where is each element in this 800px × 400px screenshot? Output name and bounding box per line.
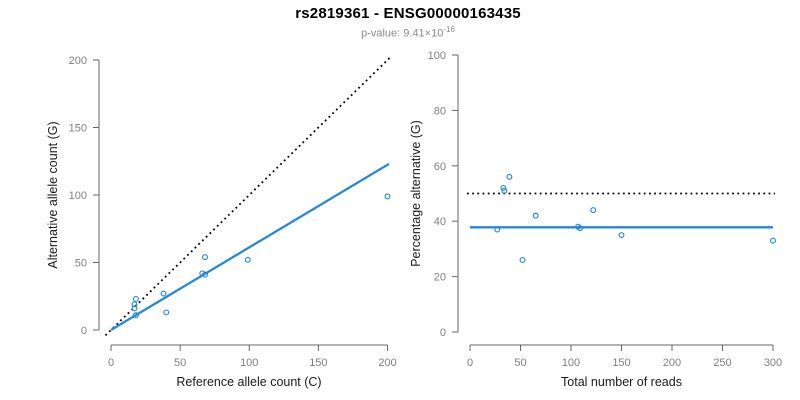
x-tick-label: 50: [174, 357, 186, 369]
x-tick-label: 150: [309, 357, 327, 369]
y-tick-label: 100: [69, 190, 87, 202]
right-plot: 0 20 40 60 80 100 0 50 100 150 200 250 300 Total numb…: [409, 50, 782, 389]
x-tick-label: 300: [764, 357, 782, 369]
data-point: [501, 187, 508, 194]
y-tick-label: 150: [69, 123, 87, 135]
data-point: [618, 232, 625, 239]
x-tick-label: 150: [612, 357, 630, 369]
x-tick-label: 0: [108, 357, 114, 369]
x-axis-title: Reference allele count (C): [176, 375, 321, 389]
y-tick-label: 20: [434, 272, 446, 284]
y-tick-label: 100: [428, 50, 446, 62]
data-point: [131, 305, 138, 312]
x-axis-title: Total number of reads: [561, 375, 682, 389]
figure-header: rs2819361 - ENSG00000163435 p-value: 9.4…: [295, 5, 521, 40]
data-point: [506, 173, 513, 180]
data-point: [590, 207, 597, 214]
p-value-subtitle: p-value: 9.41×10-16: [295, 25, 521, 40]
data-point: [519, 257, 526, 263]
data-point: [132, 295, 139, 302]
y-tick-label: 200: [69, 55, 87, 67]
identity-line: [104, 55, 393, 337]
y-tick-label: 0: [81, 325, 87, 337]
y-tick-label: 80: [434, 105, 446, 117]
y-axis-title: Alternative allele count (G): [46, 121, 60, 268]
p-value-text: p-value: 9.41×10: [361, 27, 444, 40]
x-tick-label: 250: [713, 357, 731, 369]
data-point: [131, 301, 138, 308]
data-point: [163, 309, 170, 316]
data-point: [500, 184, 507, 191]
data-point: [202, 254, 208, 261]
data-point: [132, 312, 139, 319]
y-tick-label: 0: [440, 327, 446, 339]
data-point: [160, 290, 167, 297]
data-point: [770, 237, 776, 244]
regression-line: [110, 162, 390, 331]
data-point: [532, 212, 539, 219]
data-point: [577, 225, 584, 232]
page-title: rs2819361 - ENSG00000163435: [295, 5, 521, 22]
y-tick-label: 60: [434, 161, 446, 173]
x-tick-label: 100: [240, 357, 258, 369]
x-tick-label: 200: [663, 357, 681, 369]
data-point: [494, 226, 501, 233]
data-point: [384, 193, 391, 200]
data-point: [202, 271, 208, 278]
data-point: [244, 256, 251, 263]
x-tick-label: 0: [467, 357, 473, 369]
p-value-exponent: -16: [443, 25, 455, 34]
x-tick-label: 50: [514, 357, 526, 369]
y-axis-title: Percentage alternative (G): [409, 120, 423, 267]
y-tick-label: 50: [75, 258, 87, 270]
y-tick-label: 40: [434, 216, 446, 228]
left-plot: 0 50 100 150 200 0 50 100 150 200 Reference allele…: [46, 55, 397, 389]
x-tick-label: 100: [562, 357, 580, 369]
x-tick-label: 200: [378, 357, 396, 369]
